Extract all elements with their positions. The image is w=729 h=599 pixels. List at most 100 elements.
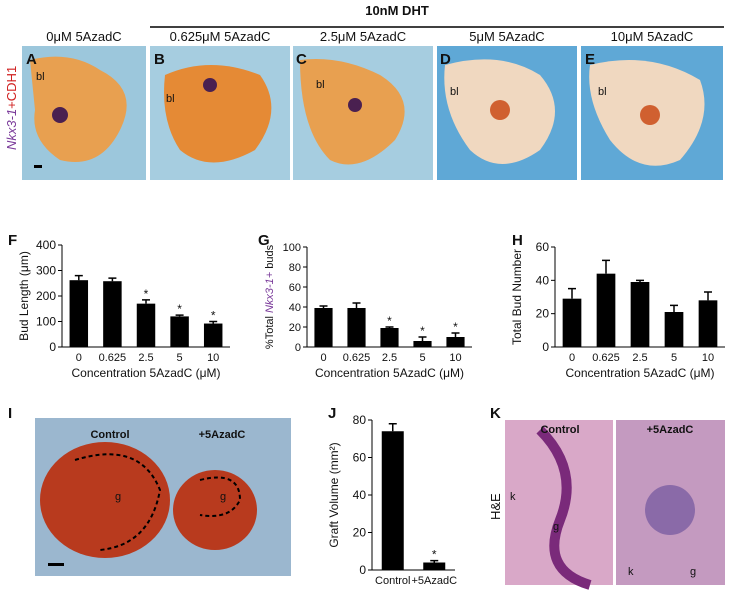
x-tick-label: 0 [76, 352, 82, 364]
x-tick-label: 0 [569, 352, 575, 364]
significance: * [420, 324, 425, 338]
bar [413, 341, 432, 347]
histology-mark: g [553, 521, 559, 533]
y-tick-label: 40 [289, 302, 301, 314]
error-bar [602, 259, 610, 274]
y-tick-label: 0 [49, 340, 56, 354]
y-axis-label-part: buds [264, 244, 276, 268]
graft-label: +5AzadC [199, 429, 246, 441]
panel-letter: A [26, 51, 37, 68]
column-label: 0μM 5AzadC [46, 29, 121, 44]
bar [203, 323, 223, 347]
x-tick-label: +5AzadC [411, 575, 457, 587]
y-tick-label: 0 [542, 340, 549, 354]
x-tick-label: 10 [449, 352, 461, 364]
y-tick-label: 0 [295, 342, 301, 354]
y-tick-label: 80 [289, 262, 301, 274]
x-tick-label: 0.625 [99, 352, 127, 364]
graft-mark: g [115, 491, 121, 503]
x-tick-label: 2.5 [632, 352, 647, 364]
histology-label: Control [540, 424, 579, 436]
panel-letter: E [585, 51, 595, 68]
histology-label: +5AzadC [647, 424, 694, 436]
x-tick-label: 2.5 [138, 352, 153, 364]
error-bar [108, 277, 117, 282]
error-bar [74, 274, 83, 281]
bar [314, 308, 333, 347]
y-tick-label: 60 [536, 240, 550, 254]
significance: * [144, 287, 149, 301]
error-bar [319, 305, 328, 308]
bar [423, 562, 446, 570]
column-label: 2.5μM 5AzadC [320, 29, 406, 44]
column-label: 10μM 5AzadC [611, 29, 694, 44]
error-bar [142, 299, 150, 304]
y-axis-label: Total Bud Number [510, 249, 524, 345]
graft-mark: g [220, 491, 226, 503]
panel-letter: G [258, 232, 270, 249]
column-label: 0.625μM 5AzadC [170, 29, 271, 44]
bar [69, 280, 89, 347]
histology-mark: k [628, 566, 634, 578]
significance: * [387, 314, 392, 328]
bar [664, 312, 684, 347]
panel-letter: H [512, 232, 523, 249]
y-tick-label: 20 [536, 307, 550, 321]
error-bar [451, 332, 460, 337]
error-bar [385, 326, 394, 328]
bar [596, 273, 616, 347]
y-tick-label: 40 [353, 488, 367, 502]
side-label-gene: Nkx3-1 [4, 109, 19, 150]
panel-letter: F [8, 232, 17, 249]
x-tick-label: 0 [320, 352, 326, 364]
error-bar [352, 302, 361, 308]
significance: * [177, 302, 182, 316]
error-bar [430, 559, 439, 563]
y-tick-label: 20 [353, 526, 367, 540]
y-axis-label-part: Nkx3-1+ [264, 271, 276, 313]
y-tick-label: 200 [36, 289, 56, 303]
x-tick-label: 10 [702, 352, 714, 364]
significance: * [453, 320, 458, 334]
error-bar [418, 336, 427, 341]
error-bar [388, 423, 397, 432]
y-tick-label: 80 [353, 413, 367, 427]
error-bar [209, 320, 218, 324]
y-axis-label: %Total Nkx3-1+ buds [264, 244, 276, 349]
y-axis-label: Bud Length (μm) [17, 251, 31, 341]
panel-letter: D [440, 51, 451, 68]
bar [380, 328, 399, 347]
y-tick-label: 100 [36, 315, 56, 329]
header: 10nM DHT [365, 3, 429, 18]
bar [446, 337, 465, 347]
histology-photo [505, 420, 725, 590]
bar [562, 298, 582, 347]
photo-label: bl [598, 86, 607, 98]
side-label-marker: +CDH1 [4, 66, 19, 109]
graft-label: Control [90, 429, 129, 441]
panel-letter: K [490, 405, 501, 422]
photo-row [22, 46, 723, 180]
x-tick-label: 10 [207, 352, 219, 364]
histology-side: H&E [488, 493, 503, 520]
bar [698, 300, 718, 347]
photo-label: bl [316, 79, 325, 91]
x-tick-label: 5 [177, 352, 183, 364]
x-tick-label: 0.625 [592, 352, 620, 364]
error-bar [568, 287, 576, 299]
bar [347, 308, 366, 347]
error-bar [636, 279, 644, 282]
y-axis-label: Graft Volume (mm²) [327, 442, 341, 547]
error-bar [704, 291, 712, 301]
y-tick-label: 400 [36, 238, 56, 252]
panel-letter: J [328, 405, 336, 422]
x-axis-label: Concentration 5AzadC (μM) [566, 366, 715, 380]
histology-mark: k [510, 491, 516, 503]
photo-label: bl [166, 93, 175, 105]
significance: * [211, 309, 216, 323]
y-tick-label: 0 [359, 563, 366, 577]
histology-mark: g [690, 566, 696, 578]
column-label: 5μM 5AzadC [469, 29, 544, 44]
x-tick-label: Control [375, 575, 410, 587]
